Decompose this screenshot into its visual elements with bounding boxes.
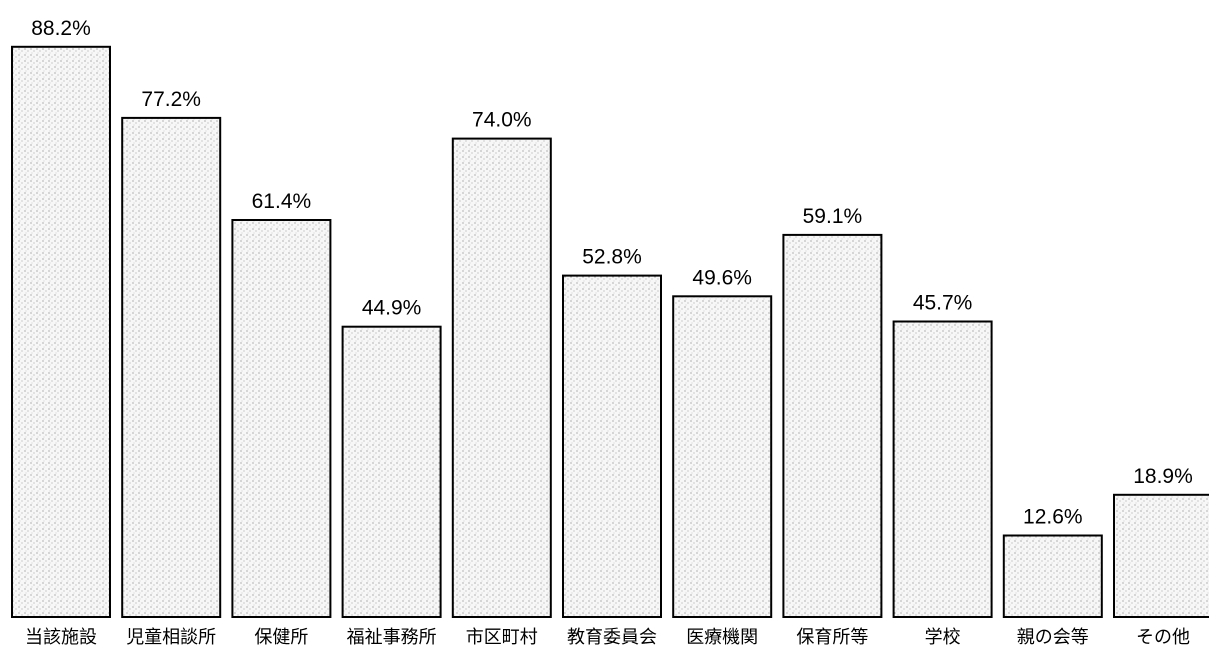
category-label-6: 教育委員会 (567, 627, 657, 648)
bar-5 (451, 137, 552, 618)
value-label-3: 61.4% (252, 190, 312, 213)
category-label-10: 親の会等 (1017, 627, 1089, 648)
category-label-5: 市区町村 (466, 627, 538, 648)
value-label-8: 59.1% (803, 205, 863, 228)
bar-6 (562, 274, 662, 618)
bar-7 (672, 295, 773, 618)
bar-2 (121, 116, 222, 619)
value-labels: 88.2% 77.2% 61.4% 44.9% 74.0% 52.8% 49.6% 59.1%… (31, 17, 1193, 529)
bars (11, 45, 1209, 619)
bar-3 (231, 219, 332, 618)
category-label-1: 当該施設 (25, 627, 97, 648)
bar-4 (341, 325, 442, 618)
category-label-2: 児童相談所 (126, 627, 216, 648)
value-label-4: 44.9% (362, 297, 422, 320)
category-labels: 当該施設 児童相談所 保健所 福祉事務所 市区町村 教育委員会 医療機関 保育所等 学校 親の会等… (25, 627, 1190, 648)
bar-9 (892, 320, 993, 618)
value-label-2: 77.2% (141, 88, 201, 111)
value-label-6: 52.8% (582, 246, 642, 269)
category-label-9: 学校 (925, 627, 961, 648)
category-label-8: 保育所等 (796, 627, 868, 648)
bar-1 (11, 45, 111, 619)
bar-11 (1113, 493, 1209, 618)
bar-8 (782, 233, 883, 618)
value-label-7: 49.6% (692, 266, 752, 289)
category-label-4: 福祉事務所 (347, 627, 437, 648)
bar-10 (1002, 534, 1103, 618)
category-label-3: 保健所 (254, 627, 308, 648)
category-label-7: 医療機関 (686, 627, 758, 648)
category-label-11: その他 (1136, 627, 1190, 648)
value-label-11: 18.9% (1133, 465, 1193, 488)
value-label-9: 45.7% (913, 292, 973, 315)
value-label-1: 88.2% (31, 17, 91, 40)
value-label-10: 12.6% (1023, 506, 1083, 529)
value-label-5: 74.0% (472, 109, 532, 132)
